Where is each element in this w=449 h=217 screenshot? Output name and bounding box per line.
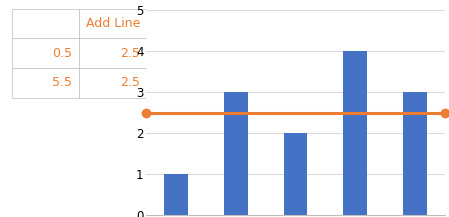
Bar — [284, 133, 308, 215]
Bar — [343, 51, 367, 215]
Bar — [224, 92, 248, 215]
Bar — [164, 174, 188, 215]
Bar — [403, 92, 427, 215]
